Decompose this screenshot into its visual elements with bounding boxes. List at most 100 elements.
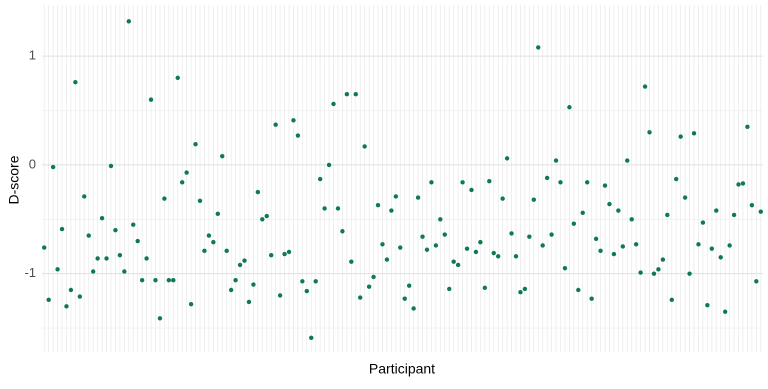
point xyxy=(536,45,541,50)
point xyxy=(135,238,140,244)
point xyxy=(55,267,60,272)
point xyxy=(380,242,385,247)
point xyxy=(473,249,479,255)
point xyxy=(309,335,314,341)
point xyxy=(656,267,661,272)
point xyxy=(184,170,189,175)
point xyxy=(375,202,381,208)
point xyxy=(731,212,737,218)
point xyxy=(273,122,278,127)
point xyxy=(331,101,336,107)
point xyxy=(558,180,563,185)
point xyxy=(411,306,416,311)
point xyxy=(620,244,626,249)
point xyxy=(251,282,256,287)
point xyxy=(237,262,243,268)
point xyxy=(611,251,617,257)
point xyxy=(242,258,247,263)
point xyxy=(482,285,488,291)
point xyxy=(669,297,674,302)
point xyxy=(371,274,376,280)
point xyxy=(478,239,483,245)
y-tick-label: 0 xyxy=(29,156,36,171)
point xyxy=(460,180,465,185)
point xyxy=(384,257,390,262)
point xyxy=(349,259,354,264)
point xyxy=(113,227,118,233)
point xyxy=(509,231,514,236)
y-axis-label: D-score xyxy=(6,155,22,204)
point xyxy=(527,234,532,239)
point xyxy=(433,243,439,248)
point xyxy=(313,279,318,284)
point xyxy=(420,234,425,239)
point xyxy=(202,248,207,254)
point xyxy=(295,133,301,138)
point xyxy=(553,158,559,163)
point xyxy=(469,187,474,193)
point xyxy=(576,287,581,293)
point xyxy=(429,180,434,185)
point xyxy=(73,80,78,85)
point xyxy=(633,242,639,247)
point xyxy=(340,229,345,234)
point xyxy=(593,236,599,242)
point xyxy=(580,210,585,215)
point xyxy=(740,181,746,186)
point xyxy=(162,196,167,201)
point xyxy=(549,232,554,237)
point xyxy=(117,252,123,258)
point xyxy=(353,91,358,97)
point xyxy=(211,239,216,245)
point xyxy=(567,105,572,110)
point xyxy=(406,283,412,288)
point xyxy=(696,242,701,247)
point xyxy=(687,271,692,276)
point xyxy=(589,296,594,301)
point xyxy=(366,284,372,289)
point xyxy=(562,266,568,271)
point xyxy=(518,289,523,295)
point xyxy=(59,226,65,232)
point xyxy=(602,183,608,188)
point xyxy=(157,316,163,321)
point xyxy=(42,245,47,250)
point xyxy=(415,195,421,200)
point xyxy=(745,124,750,130)
point xyxy=(126,19,131,24)
point xyxy=(709,246,715,251)
point xyxy=(700,220,706,225)
point xyxy=(139,278,145,283)
point xyxy=(304,288,310,294)
point xyxy=(344,91,350,97)
point xyxy=(491,250,496,256)
point xyxy=(495,254,501,259)
point xyxy=(642,84,648,89)
point xyxy=(424,247,430,252)
point xyxy=(122,269,127,274)
point xyxy=(166,278,172,283)
point xyxy=(402,296,407,301)
point xyxy=(317,176,323,182)
point xyxy=(500,196,505,201)
point xyxy=(393,194,399,199)
point xyxy=(629,217,634,222)
point xyxy=(749,202,755,208)
point xyxy=(77,294,83,299)
point xyxy=(571,221,577,226)
point xyxy=(95,256,100,261)
point xyxy=(705,303,710,308)
point xyxy=(754,279,759,284)
point xyxy=(691,131,697,136)
point xyxy=(104,256,109,261)
point xyxy=(464,246,470,251)
point xyxy=(335,206,341,211)
point xyxy=(300,279,305,284)
point xyxy=(722,309,728,314)
point xyxy=(326,162,332,168)
point xyxy=(607,201,612,207)
point xyxy=(215,211,220,217)
point xyxy=(442,232,447,237)
x-axis-label: Participant xyxy=(369,361,435,377)
point xyxy=(179,180,185,185)
